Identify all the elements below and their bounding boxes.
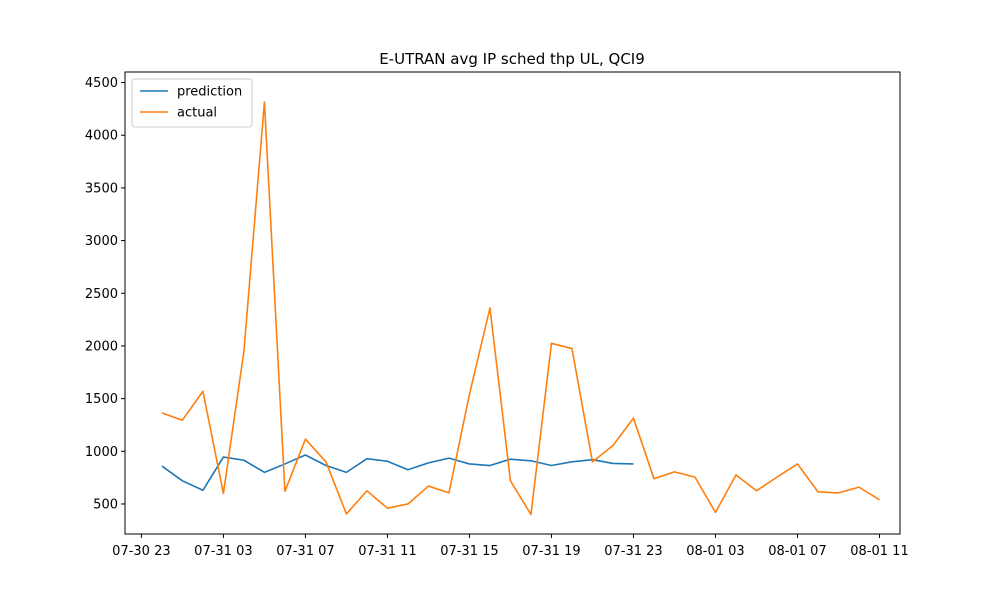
- series-line-actual: [161, 101, 880, 516]
- data-point-actual: [797, 463, 799, 465]
- data-point-actual: [633, 417, 635, 419]
- data-point-actual: [571, 348, 573, 350]
- x-tick-label: 08-01 03: [686, 544, 744, 559]
- data-point-prediction: [407, 469, 409, 471]
- data-point-actual: [838, 492, 840, 494]
- data-point-actual: [448, 492, 450, 494]
- data-point-prediction: [305, 454, 307, 456]
- y-tick-label: 2500: [85, 287, 118, 302]
- y-tick-label: 4000: [85, 129, 118, 144]
- data-point-actual: [284, 491, 286, 493]
- data-point-prediction: [161, 465, 163, 467]
- y-tick-label: 1000: [85, 445, 118, 460]
- data-point-actual: [223, 493, 225, 495]
- data-point-actual: [510, 480, 512, 482]
- series-layer: [161, 101, 881, 516]
- data-point-prediction: [182, 480, 184, 482]
- data-point-actual: [182, 419, 184, 421]
- x-tick-label: 07-31 11: [358, 544, 416, 559]
- y-axis: 500 1000 1500 2000 2500 3000 3500 4000 4500: [85, 76, 125, 512]
- data-point-prediction: [223, 456, 225, 458]
- data-point-prediction: [530, 460, 532, 462]
- x-axis: 07-30 23 07-31 03 07-31 07 07-31 11 07-31 15…: [112, 534, 909, 559]
- data-point-actual: [735, 474, 737, 476]
- data-point-actual: [592, 461, 594, 463]
- data-point-prediction: [346, 472, 348, 474]
- data-point-prediction: [510, 458, 512, 460]
- data-point-actual: [202, 390, 204, 392]
- data-point-actual: [366, 490, 368, 492]
- y-tick-label: 1500: [85, 392, 118, 407]
- data-point-actual: [243, 350, 245, 352]
- data-point-prediction: [387, 461, 389, 463]
- data-point-actual: [530, 514, 532, 516]
- data-point-prediction: [202, 489, 204, 491]
- y-tick-label: 500: [93, 497, 118, 512]
- data-point-actual: [858, 486, 860, 488]
- data-point-prediction: [264, 472, 266, 474]
- data-point-actual: [612, 445, 614, 447]
- data-point-actual: [264, 101, 266, 103]
- data-point-actual: [879, 499, 881, 501]
- y-tick-label: 2000: [85, 339, 118, 354]
- data-point-prediction: [571, 461, 573, 463]
- data-point-actual: [387, 507, 389, 509]
- data-point-actual: [346, 513, 348, 515]
- data-point-actual: [653, 478, 655, 480]
- data-point-actual: [817, 491, 819, 493]
- data-point-actual: [428, 485, 430, 487]
- x-tick-label: 08-01 07: [768, 544, 826, 559]
- y-tick-label: 4500: [85, 76, 118, 91]
- data-point-actual: [776, 476, 778, 478]
- x-tick-label: 08-01 11: [850, 544, 908, 559]
- x-tick-label: 07-31 15: [440, 544, 498, 559]
- data-point-prediction: [633, 463, 635, 465]
- plot-area: [124, 71, 901, 535]
- data-point-actual: [694, 476, 696, 478]
- data-point-prediction: [489, 465, 491, 467]
- data-point-prediction: [612, 463, 614, 465]
- data-point-actual: [325, 461, 327, 463]
- data-point-actual: [674, 471, 676, 473]
- x-tick-label: 07-30 23: [112, 544, 170, 559]
- x-tick-label: 07-31 03: [194, 544, 252, 559]
- data-point-prediction: [469, 463, 471, 465]
- data-point-actual: [756, 490, 758, 492]
- chart-title: E-UTRAN avg IP sched thp UL, QCI9: [379, 50, 645, 68]
- data-point-actual: [551, 342, 553, 344]
- x-tick-label: 07-31 07: [276, 544, 334, 559]
- data-point-actual: [161, 412, 163, 414]
- data-point-actual: [469, 394, 471, 396]
- data-point-prediction: [284, 463, 286, 465]
- data-point-actual: [305, 438, 307, 440]
- y-tick-label: 3500: [85, 181, 118, 196]
- legend-label-actual: actual: [177, 106, 217, 121]
- legend: prediction actual: [131, 78, 253, 128]
- data-point-prediction: [551, 465, 553, 467]
- x-tick-label: 07-31 23: [604, 544, 662, 559]
- data-point-prediction: [448, 457, 450, 459]
- series-line-prediction: [161, 454, 634, 492]
- x-tick-label: 07-31 19: [522, 544, 580, 559]
- data-point-actual: [715, 512, 717, 514]
- data-point-actual: [489, 307, 491, 309]
- data-point-prediction: [366, 458, 368, 460]
- y-tick-label: 3000: [85, 234, 118, 249]
- data-point-actual: [407, 503, 409, 505]
- data-point-prediction: [428, 462, 430, 464]
- data-point-prediction: [243, 459, 245, 461]
- legend-label-prediction: prediction: [177, 85, 242, 100]
